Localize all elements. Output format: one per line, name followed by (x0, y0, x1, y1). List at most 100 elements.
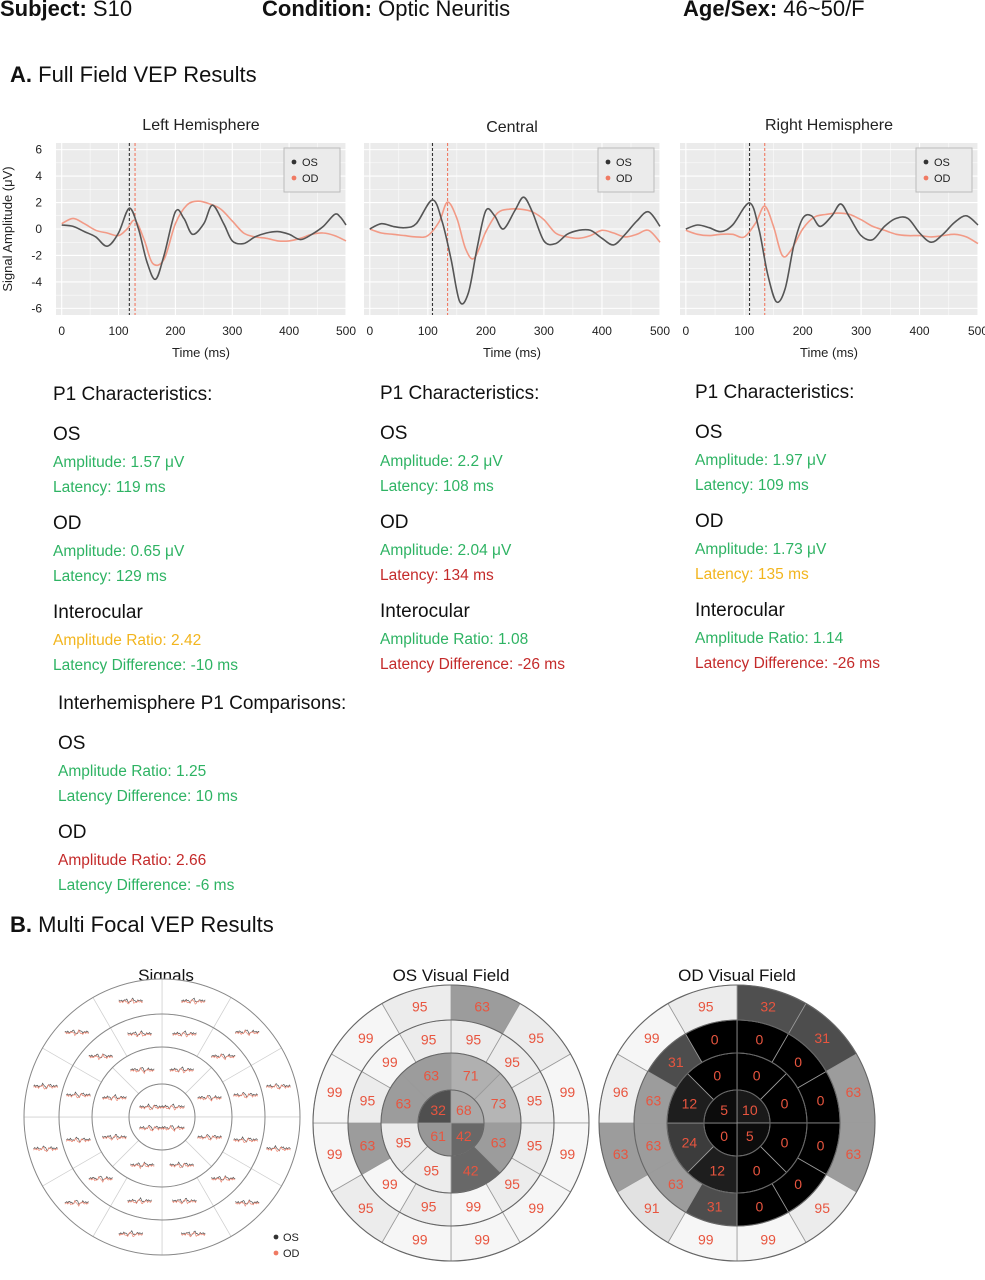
signal-trace (118, 999, 144, 1005)
signal-trace (211, 1175, 236, 1181)
od-field-value: 0 (817, 1093, 825, 1109)
od-field-value: 0 (781, 1095, 789, 1111)
os-field-value: 95 (396, 1135, 412, 1151)
od-field-value: 31 (814, 1030, 830, 1046)
legend-box (915, 147, 973, 193)
p1-col1-io-ratio: Amplitude Ratio: 2.42 (53, 632, 202, 649)
signal-trace (88, 1175, 113, 1183)
os-field-value: 95 (504, 1054, 520, 1070)
signal-trace (102, 1135, 127, 1141)
legend-os-label: OS (616, 157, 632, 169)
signal-trace (197, 1095, 222, 1102)
od-field-value: 10 (742, 1102, 758, 1118)
signal-trace (235, 1199, 260, 1207)
series-line-od (685, 205, 979, 258)
signal-trace (66, 1138, 91, 1144)
signal-trace (139, 1124, 164, 1131)
section-a-letter: A. (10, 62, 32, 87)
section-a-title: A. Full Field VEP Results (10, 62, 257, 88)
signal-trace (233, 1136, 258, 1143)
signal-trace (234, 1029, 260, 1037)
y-tick-label: 0 (35, 222, 42, 236)
multifocal-vep-figure: Signals OS Visual Field OD Visual FieldOSO… (23, 966, 876, 1262)
os-field-value: 42 (456, 1128, 472, 1144)
os-field-value: 95 (504, 1176, 520, 1192)
p1-col3-od-lat: Latency: 135 ms (695, 566, 809, 583)
p1-col1-io-diff: Latency Difference: -10 ms (53, 657, 238, 674)
p1-col1-od-amp: Amplitude: 0.65 μV (53, 543, 185, 560)
p1-col1-od-label: OD (53, 513, 82, 534)
signal-trace (169, 1066, 194, 1073)
od-ring-outline (666, 1052, 808, 1194)
mf-legend-os-label: OS (283, 1232, 299, 1244)
signal-trace (169, 1163, 194, 1169)
od-field-value: 31 (668, 1054, 684, 1070)
legend-box (283, 147, 341, 193)
p1-col2-os-amp: Amplitude: 2.2 μV (380, 453, 503, 470)
x-tick-label: 500 (336, 324, 356, 338)
signal-trace (160, 1125, 185, 1132)
signal-trace (33, 1147, 58, 1153)
y-tick-label: -6 (31, 301, 42, 315)
p1-col2-heading: P1 Characteristics: (380, 383, 540, 404)
os-ring-outline (347, 1019, 555, 1227)
signal-trace (130, 1161, 155, 1167)
signal-trace (266, 1083, 291, 1089)
os-visual-field-title: OS Visual Field (393, 966, 510, 985)
signal-trace (102, 1093, 127, 1101)
chart-3: Right Hemisphere 0 100 200 300 400 500 Time (ms… (680, 117, 985, 360)
os-field-value: 99 (412, 1231, 428, 1247)
condition-label: Condition: (262, 0, 372, 21)
p1-col2-os-lat: Latency: 108 ms (380, 478, 494, 495)
signal-trace (197, 1135, 222, 1141)
p1-col3-io-ratio: Amplitude Ratio: 1.14 (695, 630, 844, 647)
signal-trace (172, 1198, 197, 1205)
od-field-value: 0 (794, 1054, 802, 1070)
x-tick-label: 300 (222, 324, 242, 338)
od-field-value: 0 (755, 1031, 763, 1047)
p1-col3-io-diff: Latency Difference: -26 ms (695, 655, 880, 672)
p1-col3-heading: P1 Characteristics: (695, 382, 855, 403)
legend-od-label: OD (302, 173, 319, 185)
signal-trace (118, 1232, 144, 1238)
os-field-value: 71 (463, 1067, 479, 1083)
signal-trace (233, 1093, 258, 1099)
signal-ring-outline (58, 1013, 266, 1221)
x-tick-label: 500 (650, 324, 670, 338)
x-tick-label: 400 (592, 324, 612, 338)
p1-col3-od-amp: Amplitude: 1.73 μV (695, 541, 827, 558)
od-field-value: 0 (817, 1137, 825, 1153)
od-field-value: 63 (646, 1093, 662, 1109)
signal-trace (172, 1197, 197, 1204)
os-field-value: 63 (491, 1135, 507, 1151)
signal-trace (266, 1084, 291, 1090)
x-tick-label: 100 (109, 324, 129, 338)
os-field-value: 95 (360, 1093, 376, 1109)
signals-panel: OS OD (23, 978, 301, 1260)
p1-col1-io-label: Interocular (53, 602, 143, 623)
series-line-od (369, 201, 661, 260)
os-ring-outline (417, 1089, 485, 1157)
signal-trace (172, 1030, 197, 1037)
od-field-value: 63 (846, 1146, 862, 1162)
os-field-value: 99 (474, 1231, 490, 1247)
y-axis-label: Signal Amplitude (μV) (0, 166, 15, 291)
od-field-value: 12 (682, 1095, 698, 1111)
y-tick-label: -2 (31, 248, 42, 262)
subject-field: Subject: S10 (0, 0, 132, 22)
interhemi-os-ratio: Amplitude Ratio: 1.25 (58, 763, 207, 780)
p1-col3-os-lat: Latency: 109 ms (695, 477, 809, 494)
od-field-value: 99 (698, 1231, 714, 1247)
p1-col1-os-label: OS (53, 424, 81, 445)
x-tick-label: 300 (851, 324, 871, 338)
signal-trace (210, 1053, 236, 1060)
section-b-title: B. Multi Focal VEP Results (10, 912, 274, 938)
signal-trace (127, 1032, 152, 1038)
series-line-os (61, 204, 347, 281)
od-field-value: 0 (753, 1067, 761, 1083)
p1-col1-od-lat: Latency: 129 ms (53, 568, 167, 585)
condition-field: Condition: Optic Neuritis (262, 0, 510, 22)
od-field-value: 63 (646, 1137, 662, 1153)
od-field-value: 31 (707, 1199, 723, 1215)
condition-value: Optic Neuritis (378, 0, 511, 21)
